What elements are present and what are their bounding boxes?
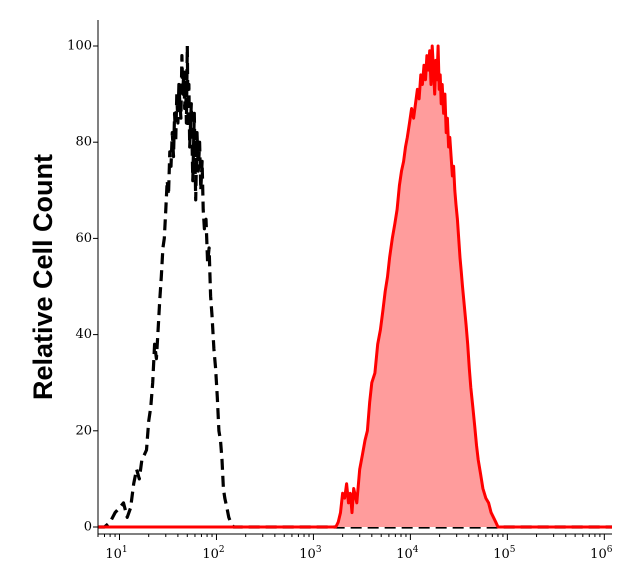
y-tick-label: 80 [75,135,92,150]
y-tick-label: 40 [75,327,92,342]
y-tick-label: 20 [75,423,92,438]
y-ticks: 0 20 40 60 80 100 [67,39,98,535]
x-tick-label: 102 [202,545,224,562]
x-ticks: 101 102 103 104 105 106 [97,534,613,562]
y-tick-label: 100 [67,39,92,54]
y-axis-label: Relative Cell Count [28,154,58,400]
series-0-line [98,44,612,529]
y-tick-label: 60 [75,231,92,246]
x-tick-label: 101 [105,545,127,562]
x-tick-label: 105 [493,545,516,562]
axes [97,20,612,535]
plot-area [98,44,612,529]
x-tick-label: 106 [590,545,613,562]
x-tick-label: 103 [299,545,322,562]
y-tick-label: 0 [84,520,92,535]
x-tick-label: 104 [396,545,419,562]
series-1-line [98,44,612,529]
